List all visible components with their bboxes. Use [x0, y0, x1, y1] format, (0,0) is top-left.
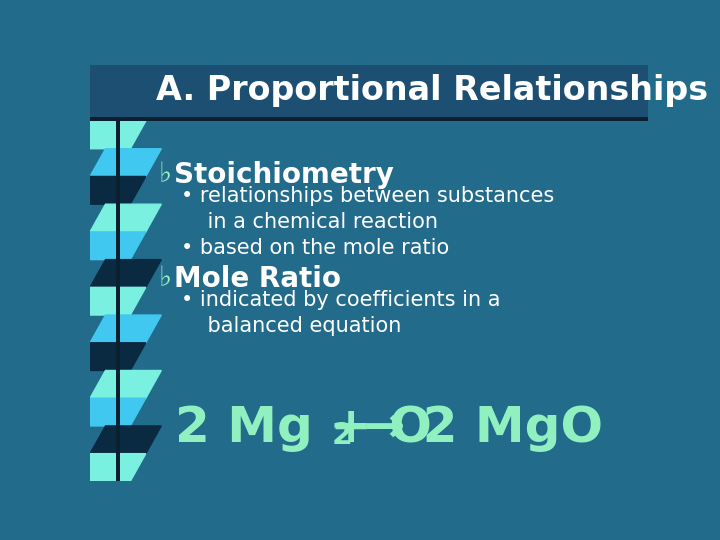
- Polygon shape: [74, 343, 145, 370]
- Text: Mole Ratio: Mole Ratio: [174, 265, 341, 293]
- Text: A. Proportional Relationships: A. Proportional Relationships: [156, 75, 708, 107]
- Bar: [116, 121, 120, 481]
- Polygon shape: [90, 204, 161, 232]
- Polygon shape: [90, 260, 161, 287]
- Polygon shape: [74, 454, 145, 481]
- Polygon shape: [74, 232, 145, 260]
- Text: → 2 MgO: → 2 MgO: [346, 404, 603, 452]
- Polygon shape: [74, 177, 145, 204]
- Text: • based on the mole ratio: • based on the mole ratio: [181, 238, 450, 258]
- Polygon shape: [90, 426, 161, 454]
- Text: Stoichiometry: Stoichiometry: [174, 161, 394, 189]
- Text: ♭: ♭: [158, 265, 171, 292]
- Polygon shape: [74, 398, 145, 426]
- Polygon shape: [90, 370, 161, 398]
- Bar: [90, 117, 648, 121]
- Polygon shape: [74, 121, 145, 149]
- Text: • indicated by coefficients in a
    balanced equation: • indicated by coefficients in a balance…: [181, 291, 501, 336]
- Polygon shape: [90, 148, 161, 177]
- Polygon shape: [74, 287, 145, 315]
- Text: • relationships between substances
    in a chemical reaction: • relationships between substances in a …: [181, 186, 554, 232]
- Bar: [90, 65, 648, 117]
- Polygon shape: [90, 315, 161, 343]
- Text: ♭: ♭: [158, 161, 171, 188]
- Text: 2 Mg + O: 2 Mg + O: [175, 404, 432, 452]
- Text: 2: 2: [332, 421, 353, 450]
